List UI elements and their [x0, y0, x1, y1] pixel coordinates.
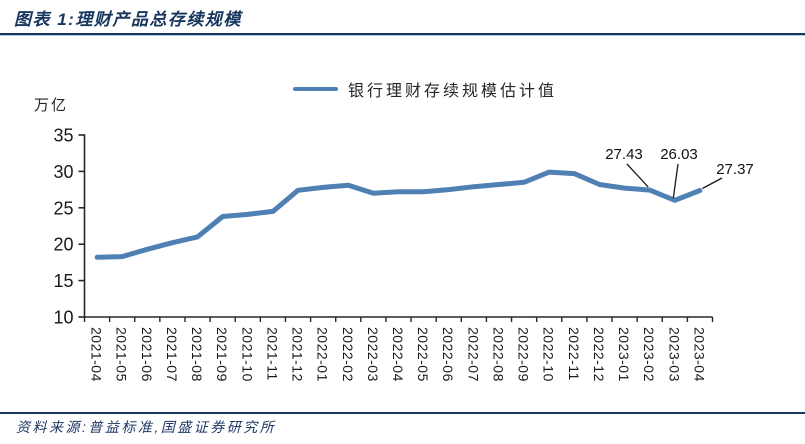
y-axis-label: 10 — [53, 308, 73, 328]
x-axis-label: 2022-12 — [591, 327, 607, 382]
y-axis-label: 25 — [53, 198, 73, 218]
annotation-label: 27.37 — [716, 161, 754, 178]
x-axis-label: 2022-01 — [315, 327, 331, 382]
x-axis-label: 2023-02 — [641, 327, 657, 382]
annotation-leader-line — [626, 163, 649, 188]
x-axis-label: 2023-04 — [691, 327, 707, 382]
y-axis-label: 35 — [53, 126, 73, 146]
footer-divider-line — [0, 412, 805, 414]
x-axis-label: 2021-08 — [189, 327, 205, 382]
y-axis-label: 30 — [53, 162, 73, 182]
annotation-label: 26.03 — [660, 146, 698, 163]
x-axis-label: 2021-06 — [139, 327, 155, 382]
x-axis-label: 2021-09 — [214, 327, 230, 382]
x-axis-label: 2022-10 — [541, 327, 557, 382]
annotation-leader-line — [702, 177, 723, 190]
x-axis-label: 2022-09 — [516, 327, 532, 382]
annotation-label: 27.43 — [605, 146, 643, 163]
legend-line-marker — [293, 87, 338, 91]
y-axis-label: 15 — [53, 271, 73, 291]
y-axis-label: 20 — [53, 235, 73, 255]
source-note: 资料来源:普益标准,国盛证券研究所 — [16, 419, 277, 435]
x-axis-label: 2022-11 — [566, 327, 582, 381]
annotation-leader-line — [672, 163, 679, 199]
x-axis-label: 2022-03 — [365, 327, 381, 382]
x-axis-label: 2021-04 — [89, 327, 105, 382]
x-axis-label: 2023-01 — [616, 327, 632, 382]
x-axis-label: 2021-07 — [164, 327, 180, 382]
x-axis-label: 2021-05 — [114, 327, 130, 382]
x-axis-label: 2022-04 — [390, 327, 406, 382]
figure-title: 图表 1:理财产品总存续规模 — [14, 10, 242, 29]
x-axis-label: 2023-03 — [666, 327, 682, 382]
x-axis-label: 2022-08 — [491, 327, 507, 382]
x-axis-label: 2022-07 — [465, 327, 481, 382]
y-axis-unit-label: 万亿 — [34, 97, 69, 114]
legend-series-label: 银行理财存续规模估计值 — [348, 83, 558, 100]
x-axis-label: 2022-06 — [440, 327, 456, 382]
x-axis-label: 2021-11 — [264, 327, 280, 381]
x-axis-label: 2022-02 — [340, 327, 356, 382]
chart-legend: 银行理财存续规模估计值 — [293, 80, 558, 100]
x-axis-label: 2021-10 — [239, 327, 255, 382]
x-axis-label: 2022-05 — [415, 327, 431, 382]
series-line — [94, 169, 703, 260]
x-axis-label: 2021-12 — [290, 327, 306, 382]
title-divider-line — [0, 33, 805, 36]
